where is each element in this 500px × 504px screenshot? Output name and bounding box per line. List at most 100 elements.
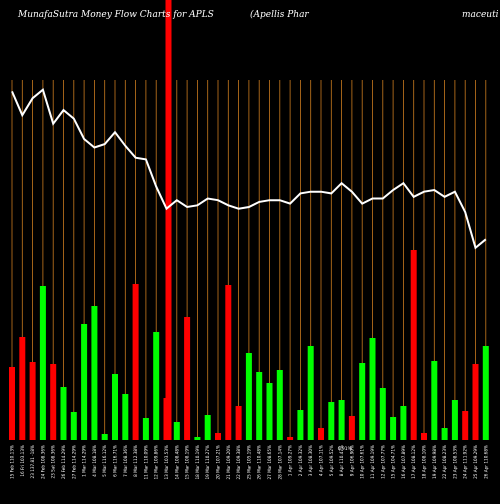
x-tick-label: 3 Apr 108.30% (308, 445, 313, 476)
x-tick-label: 7 Mar 108.36% (123, 445, 128, 477)
money-flow-bar (400, 406, 407, 440)
money-flow-bar (194, 437, 201, 440)
money-flow-bar (142, 418, 149, 440)
x-tick-label: 9 Apr 106.90% (349, 445, 354, 476)
x-tick-label: 2 Apr 109.32% (298, 445, 303, 476)
x-tick-label: 27 Feb 114.29% (71, 445, 76, 479)
x-tick-label: 26 Feb 114.29% (61, 445, 66, 479)
x-tick-label: 26 Mar 110.48% (257, 445, 262, 480)
money-flow-bar (19, 337, 26, 440)
x-tick-label: 5 Mar 116.12% (102, 445, 107, 477)
x-tick-label: 14 Mar 108.48% (174, 445, 179, 480)
money-flow-bar (132, 284, 139, 440)
x-tick-label: 25 Mar 105.19% (246, 445, 251, 480)
x-tick-label: 8 Apr 110.47% (339, 445, 344, 476)
money-flow-bar (60, 387, 67, 440)
money-flow-bar (307, 346, 314, 440)
money-flow-bar (369, 338, 376, 440)
money-flow-bar (112, 374, 118, 440)
money-flow-bar (266, 383, 273, 440)
x-tick-label: 18 Mar 110.19% (195, 445, 200, 480)
money-flow-bar (29, 362, 36, 440)
x-tick-label: 1 Mar 114.29% (82, 445, 87, 477)
money-flow-bar (379, 388, 386, 440)
x-tick-label: 17 Apr 108.12% (411, 445, 416, 479)
x-tick-label: 12 Mar 109.86% (154, 445, 159, 480)
money-flow-bar (215, 433, 221, 440)
x-tick-label: 23 Apr 108.53% (452, 445, 457, 479)
x-tick-label: 19 Mar 110.27% (205, 445, 210, 480)
money-flow-bar (421, 433, 427, 440)
x-tick-label: 13 Mar 103.53% (164, 445, 169, 480)
money-flow-bar (256, 372, 263, 440)
x-tick-label: 1 Apr 109.27% (288, 445, 293, 476)
x-tick-label: 24 Feb 108.36% (40, 445, 45, 479)
x-tick-label: 15 Mar 108.19% (185, 445, 190, 480)
x-tick-label: 16 Fri 103.13% (20, 445, 25, 477)
x-tick-label: 8 Mar 112.38% (133, 445, 138, 477)
x-tick-label: 20 Mar 107.21% (216, 445, 221, 480)
money-flow-bar (328, 402, 335, 440)
x-tick-label: 15 Feb 110.13% (10, 445, 15, 479)
money-flow-bar (287, 437, 294, 440)
annotation-label: 6.91% (338, 446, 353, 452)
money-flow-bar (204, 415, 211, 440)
money-flow-bar (348, 416, 355, 440)
x-tick-label: 6 Mar 116.71% (113, 445, 118, 477)
money-flow-bar (39, 286, 46, 440)
x-tick-label: 22 Apr 108.23% (442, 445, 447, 479)
x-tick-label: 24 Apr 111.92% (463, 445, 468, 479)
highlight-bar (165, 0, 172, 440)
money-flow-bar (225, 285, 232, 440)
money-flow-bar (235, 406, 242, 440)
money-flow-bar (451, 400, 458, 440)
x-tick-label: 28 Mar 107.14% (277, 445, 282, 480)
x-tick-label: 11 Mar 110.09% (143, 445, 148, 480)
x-tick-label: 15 Apr 104.71% (391, 445, 396, 479)
money-flow-bar (359, 363, 366, 440)
money-flow-bar (472, 364, 479, 440)
x-tick-label: 4 Mar 108.18% (92, 445, 97, 477)
x-tick-label: 21 Mar 109.20% (226, 445, 231, 480)
money-flow-bar (9, 367, 15, 440)
money-flow-bar (410, 250, 417, 440)
money-flow-bar (441, 428, 448, 440)
x-tick-label: 16 Apr 107.89% (401, 445, 406, 479)
money-flow-bar (101, 434, 108, 440)
money-flow-bar (318, 428, 324, 440)
x-tick-label: 10 Apr 107.61% (360, 445, 365, 479)
x-tick-label: 11 Apr 109.19% (370, 445, 375, 479)
money-flow-bar (153, 332, 160, 440)
x-tick-label: 12 Apr 107.77% (380, 445, 385, 479)
x-tick-label: 23 Sat 108.36% (51, 445, 56, 479)
chart-title: MunafaSutra Money Flow Charts for APLS (18, 10, 214, 20)
money-flow-bar (81, 324, 88, 440)
money-flow-bar (338, 400, 345, 440)
money-flow-bar (390, 417, 397, 440)
money-flow-bar (70, 412, 77, 440)
money-flow-bar (462, 411, 469, 440)
money-flow-bar (245, 353, 252, 440)
x-tick-label: 25 Apr 109.29% (473, 445, 478, 479)
x-tick-label: 19 Apr 109.98% (432, 445, 437, 479)
money-flow-bar (431, 361, 438, 440)
chart-title-company: (Apellis Phar (250, 10, 309, 20)
chart-title-company-cont: maceuti (462, 10, 499, 20)
x-tick-label: 22 Mar 109.38% (236, 445, 241, 480)
money-flow-bar (184, 317, 191, 440)
x-tick-label: 27 Mar 108.65% (267, 445, 272, 480)
money-flow-bar (173, 422, 180, 440)
money-flow-bar (297, 410, 304, 440)
x-tick-label: 18 Apr 108.10% (422, 445, 427, 479)
money-flow-bar (276, 370, 283, 440)
x-tick-label: 26 Apr 110.68% (483, 445, 488, 479)
x-tick-label: 23 137.81 -18% (30, 445, 35, 478)
money-flow-bar (122, 394, 129, 440)
x-tick-label: 5 Apr 109.52% (329, 445, 334, 476)
money-flow-bar (482, 346, 489, 440)
money-flow-bar (91, 306, 98, 440)
x-tick-label: 4 Apr 107.11% (319, 445, 324, 476)
money-flow-bar (50, 364, 57, 440)
